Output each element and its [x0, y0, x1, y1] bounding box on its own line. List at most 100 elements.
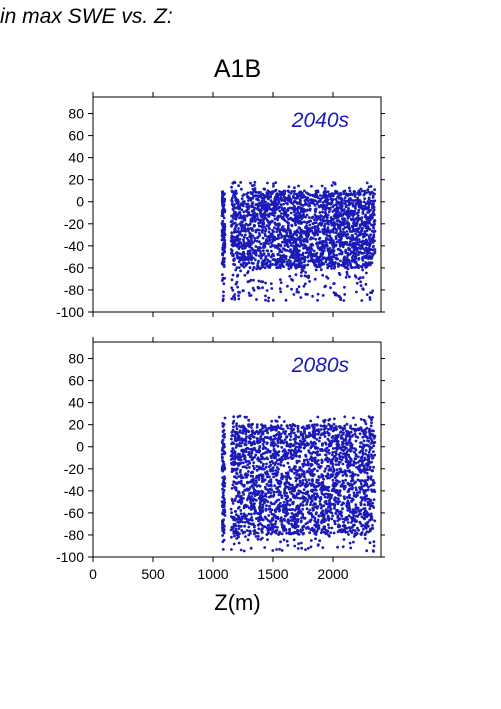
- data-point: [370, 432, 374, 436]
- data-point: [361, 256, 365, 259]
- data-point: [335, 427, 338, 431]
- data-point: [347, 526, 351, 529]
- data-point: [329, 216, 333, 219]
- data-point: [345, 256, 349, 260]
- data-point: [321, 273, 325, 277]
- data-point: [343, 415, 347, 419]
- data-point: [366, 249, 370, 253]
- data-point: [276, 246, 279, 250]
- data-point: [310, 257, 313, 261]
- data-point: [336, 210, 339, 214]
- data-point: [259, 500, 262, 504]
- data-point: [338, 225, 342, 229]
- data-point: [240, 441, 244, 445]
- data-point: [223, 245, 227, 249]
- data-point: [335, 293, 339, 297]
- data-point: [369, 291, 372, 294]
- data-point: [249, 181, 252, 185]
- data-point: [285, 435, 288, 439]
- data-point: [341, 474, 345, 477]
- data-point: [251, 422, 254, 426]
- data-point: [239, 512, 243, 516]
- data-point: [327, 526, 331, 530]
- data-point: [326, 431, 330, 435]
- data-point: [241, 429, 245, 433]
- data-point: [338, 206, 342, 209]
- data-point: [369, 208, 372, 212]
- data-point: [242, 492, 246, 496]
- data-point: [358, 520, 362, 524]
- data-point: [352, 245, 356, 249]
- data-point: [366, 488, 370, 492]
- data-point: [267, 230, 271, 234]
- data-point: [283, 244, 287, 247]
- data-point: [341, 214, 345, 217]
- data-point: [369, 416, 372, 420]
- data-point: [304, 238, 307, 242]
- data-point: [371, 482, 375, 485]
- data-point: [234, 268, 238, 272]
- data-point: [315, 462, 319, 466]
- data-point: [365, 221, 369, 225]
- data-point: [257, 519, 260, 523]
- data-point: [332, 231, 335, 234]
- data-point: [352, 416, 355, 420]
- data-point: [239, 181, 243, 184]
- data-point: [335, 491, 339, 495]
- data-point: [273, 211, 277, 214]
- data-point: [359, 441, 362, 445]
- data-point: [222, 462, 226, 466]
- data-point: [329, 202, 333, 205]
- data-point: [301, 481, 305, 485]
- data-point: [243, 488, 247, 492]
- data-point: [236, 514, 240, 518]
- data-point: [360, 515, 364, 519]
- data-point: [250, 209, 254, 213]
- data-point: [273, 197, 277, 201]
- data-point: [347, 501, 351, 505]
- data-point: [278, 485, 282, 488]
- data-point: [364, 452, 367, 456]
- data-point: [282, 500, 286, 504]
- data-point: [247, 494, 251, 498]
- data-point: [245, 202, 249, 206]
- data-point: [320, 490, 324, 494]
- data-point: [231, 244, 235, 248]
- data-point: [248, 461, 252, 465]
- data-point: [293, 454, 297, 458]
- data-point: [340, 263, 344, 267]
- data-point: [315, 492, 319, 496]
- data-point: [240, 529, 244, 532]
- data-point: [355, 281, 359, 285]
- data-point: [336, 247, 340, 251]
- data-point: [355, 465, 358, 469]
- data-point: [234, 481, 237, 485]
- data-point: [316, 298, 319, 302]
- data-point: [366, 188, 370, 192]
- data-point: [335, 205, 339, 209]
- data-point: [289, 468, 293, 471]
- data-point: [229, 507, 233, 511]
- data-point: [287, 190, 291, 194]
- data-point: [276, 526, 279, 529]
- data-point: [221, 259, 225, 263]
- data-point: [360, 299, 364, 302]
- data-point: [310, 513, 314, 516]
- data-point: [321, 474, 325, 478]
- data-point: [360, 229, 363, 232]
- data-point: [237, 297, 241, 301]
- data-point: [373, 251, 377, 255]
- data-point: [313, 460, 317, 464]
- data-point: [365, 233, 369, 237]
- data-point: [253, 529, 257, 532]
- data-point: [330, 258, 334, 261]
- data-point: [244, 443, 248, 447]
- data-point: [279, 290, 283, 294]
- data-point: [322, 262, 326, 266]
- data-point: [349, 230, 352, 234]
- data-point: [318, 436, 322, 440]
- data-point: [281, 508, 285, 512]
- data-point: [222, 256, 226, 260]
- data-point: [283, 494, 287, 497]
- data-point: [321, 239, 325, 243]
